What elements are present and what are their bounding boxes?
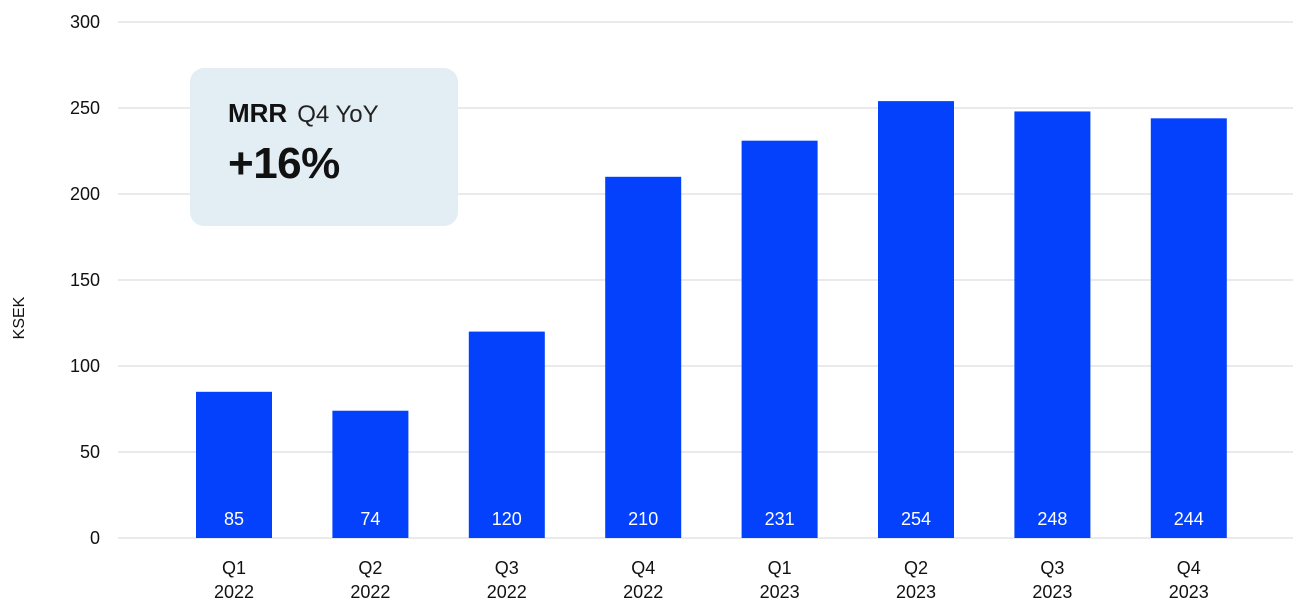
- bar-value-label: 85: [224, 509, 244, 529]
- x-tick-quarter: Q4: [631, 558, 655, 578]
- bar: [332, 410, 409, 538]
- y-axis-label: KSEK: [11, 296, 28, 339]
- kpi-change-value: +16%: [228, 139, 340, 188]
- bars: [196, 101, 1227, 539]
- y-tick-label: 300: [70, 12, 100, 32]
- x-tick-quarter: Q1: [222, 558, 246, 578]
- x-tick-year: 2022: [487, 582, 527, 602]
- bar-value-label: 74: [360, 509, 380, 529]
- bar: [741, 140, 818, 538]
- x-tick-quarter: Q4: [1177, 558, 1201, 578]
- x-tick-year: 2022: [350, 582, 390, 602]
- bar-value-label: 244: [1174, 509, 1204, 529]
- kpi-header: MRR Q4 YoY: [228, 98, 420, 129]
- x-axis-ticks: Q1 2022 Q2 2022 Q3 2022 Q4 2022 Q1 2023 Q2 2023 Q3 20…: [214, 558, 1209, 602]
- bar: [878, 101, 954, 539]
- x-tick-year: 2023: [1169, 582, 1209, 602]
- bar-value-label: 120: [492, 509, 522, 529]
- kpi-period: Q4 YoY: [297, 101, 379, 128]
- kpi-callout: MRR Q4 YoY +16%: [190, 68, 458, 226]
- bar-value-label: 231: [765, 509, 795, 529]
- y-tick-label: 250: [70, 98, 100, 118]
- y-tick-label: 50: [80, 442, 100, 462]
- y-axis-ticks: 0 50 100 150 200 250 300: [70, 12, 100, 548]
- x-tick-quarter: Q2: [358, 558, 382, 578]
- x-tick-year: 2022: [623, 582, 663, 602]
- y-tick-label: 150: [70, 270, 100, 290]
- y-tick-label: 0: [90, 528, 100, 548]
- x-tick-quarter: Q3: [1040, 558, 1064, 578]
- x-tick-year: 2023: [760, 582, 800, 602]
- bar: [1150, 118, 1227, 538]
- bar-value-label: 248: [1037, 509, 1067, 529]
- data-labels: 85 74 120 210 231 254 248 244: [224, 509, 1204, 529]
- bar-value-label: 210: [628, 509, 658, 529]
- y-tick-label: 200: [70, 184, 100, 204]
- bar: [1014, 111, 1091, 538]
- bar: [605, 176, 682, 539]
- bar: [468, 331, 545, 538]
- x-tick-quarter: Q2: [904, 558, 928, 578]
- x-tick-year: 2022: [214, 582, 254, 602]
- x-tick-quarter: Q3: [495, 558, 519, 578]
- kpi-metric-name: MRR: [228, 98, 288, 128]
- x-tick-quarter: Q1: [768, 558, 792, 578]
- x-tick-year: 2023: [896, 582, 936, 602]
- bar: [196, 391, 272, 538]
- y-tick-label: 100: [70, 356, 100, 376]
- bar-value-label: 254: [901, 509, 931, 529]
- x-tick-year: 2023: [1032, 582, 1072, 602]
